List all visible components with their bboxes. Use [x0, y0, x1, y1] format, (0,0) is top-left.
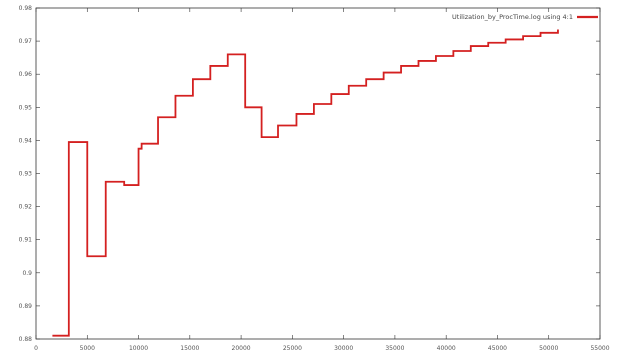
y-tick-label: 0.94	[19, 137, 33, 144]
x-tick-label: 40000	[437, 345, 456, 352]
y-axis: 0.88 0.89 0.9 0.91 0.92 0.93 0.94 0.95 0.96 0.97 0…	[19, 5, 600, 343]
y-tick-label: 0.89	[19, 303, 33, 310]
x-tick-label: 10000	[129, 345, 148, 352]
y-tick-label: 0.88	[19, 336, 33, 343]
series-group	[52, 29, 559, 337]
x-tick-label: 50000	[539, 345, 558, 352]
legend: Utilization_by_ProcTime.log using 4:1	[452, 13, 598, 21]
y-tick-label: 0.9	[22, 270, 32, 277]
x-tick-label: 55000	[590, 345, 609, 352]
x-tick-label: 5000	[80, 345, 95, 352]
y-tick-label: 0.97	[19, 38, 33, 45]
x-tick-label: 20000	[232, 345, 251, 352]
y-tick-label: 0.96	[19, 71, 33, 78]
legend-label: Utilization_by_ProcTime.log using 4:1	[452, 13, 573, 21]
y-tick-label: 0.92	[19, 204, 33, 211]
x-tick-label: 15000	[180, 345, 199, 352]
x-tick-label: 45000	[488, 345, 507, 352]
series-line	[52, 29, 559, 337]
x-tick-label: 25000	[283, 345, 302, 352]
y-tick-label: 0.95	[19, 104, 33, 111]
y-tick-label: 0.91	[19, 237, 33, 244]
x-tick-label: 30000	[334, 345, 353, 352]
x-tick-label: 0	[34, 345, 38, 352]
y-tick-label: 0.93	[19, 171, 33, 178]
plot-frame	[35, 7, 601, 340]
x-axis: 0 5000 10000 15000 20000 25000 30000 35000 40000…	[34, 8, 610, 352]
x-tick-label: 35000	[385, 345, 404, 352]
y-tick-label: 0.98	[19, 5, 33, 12]
